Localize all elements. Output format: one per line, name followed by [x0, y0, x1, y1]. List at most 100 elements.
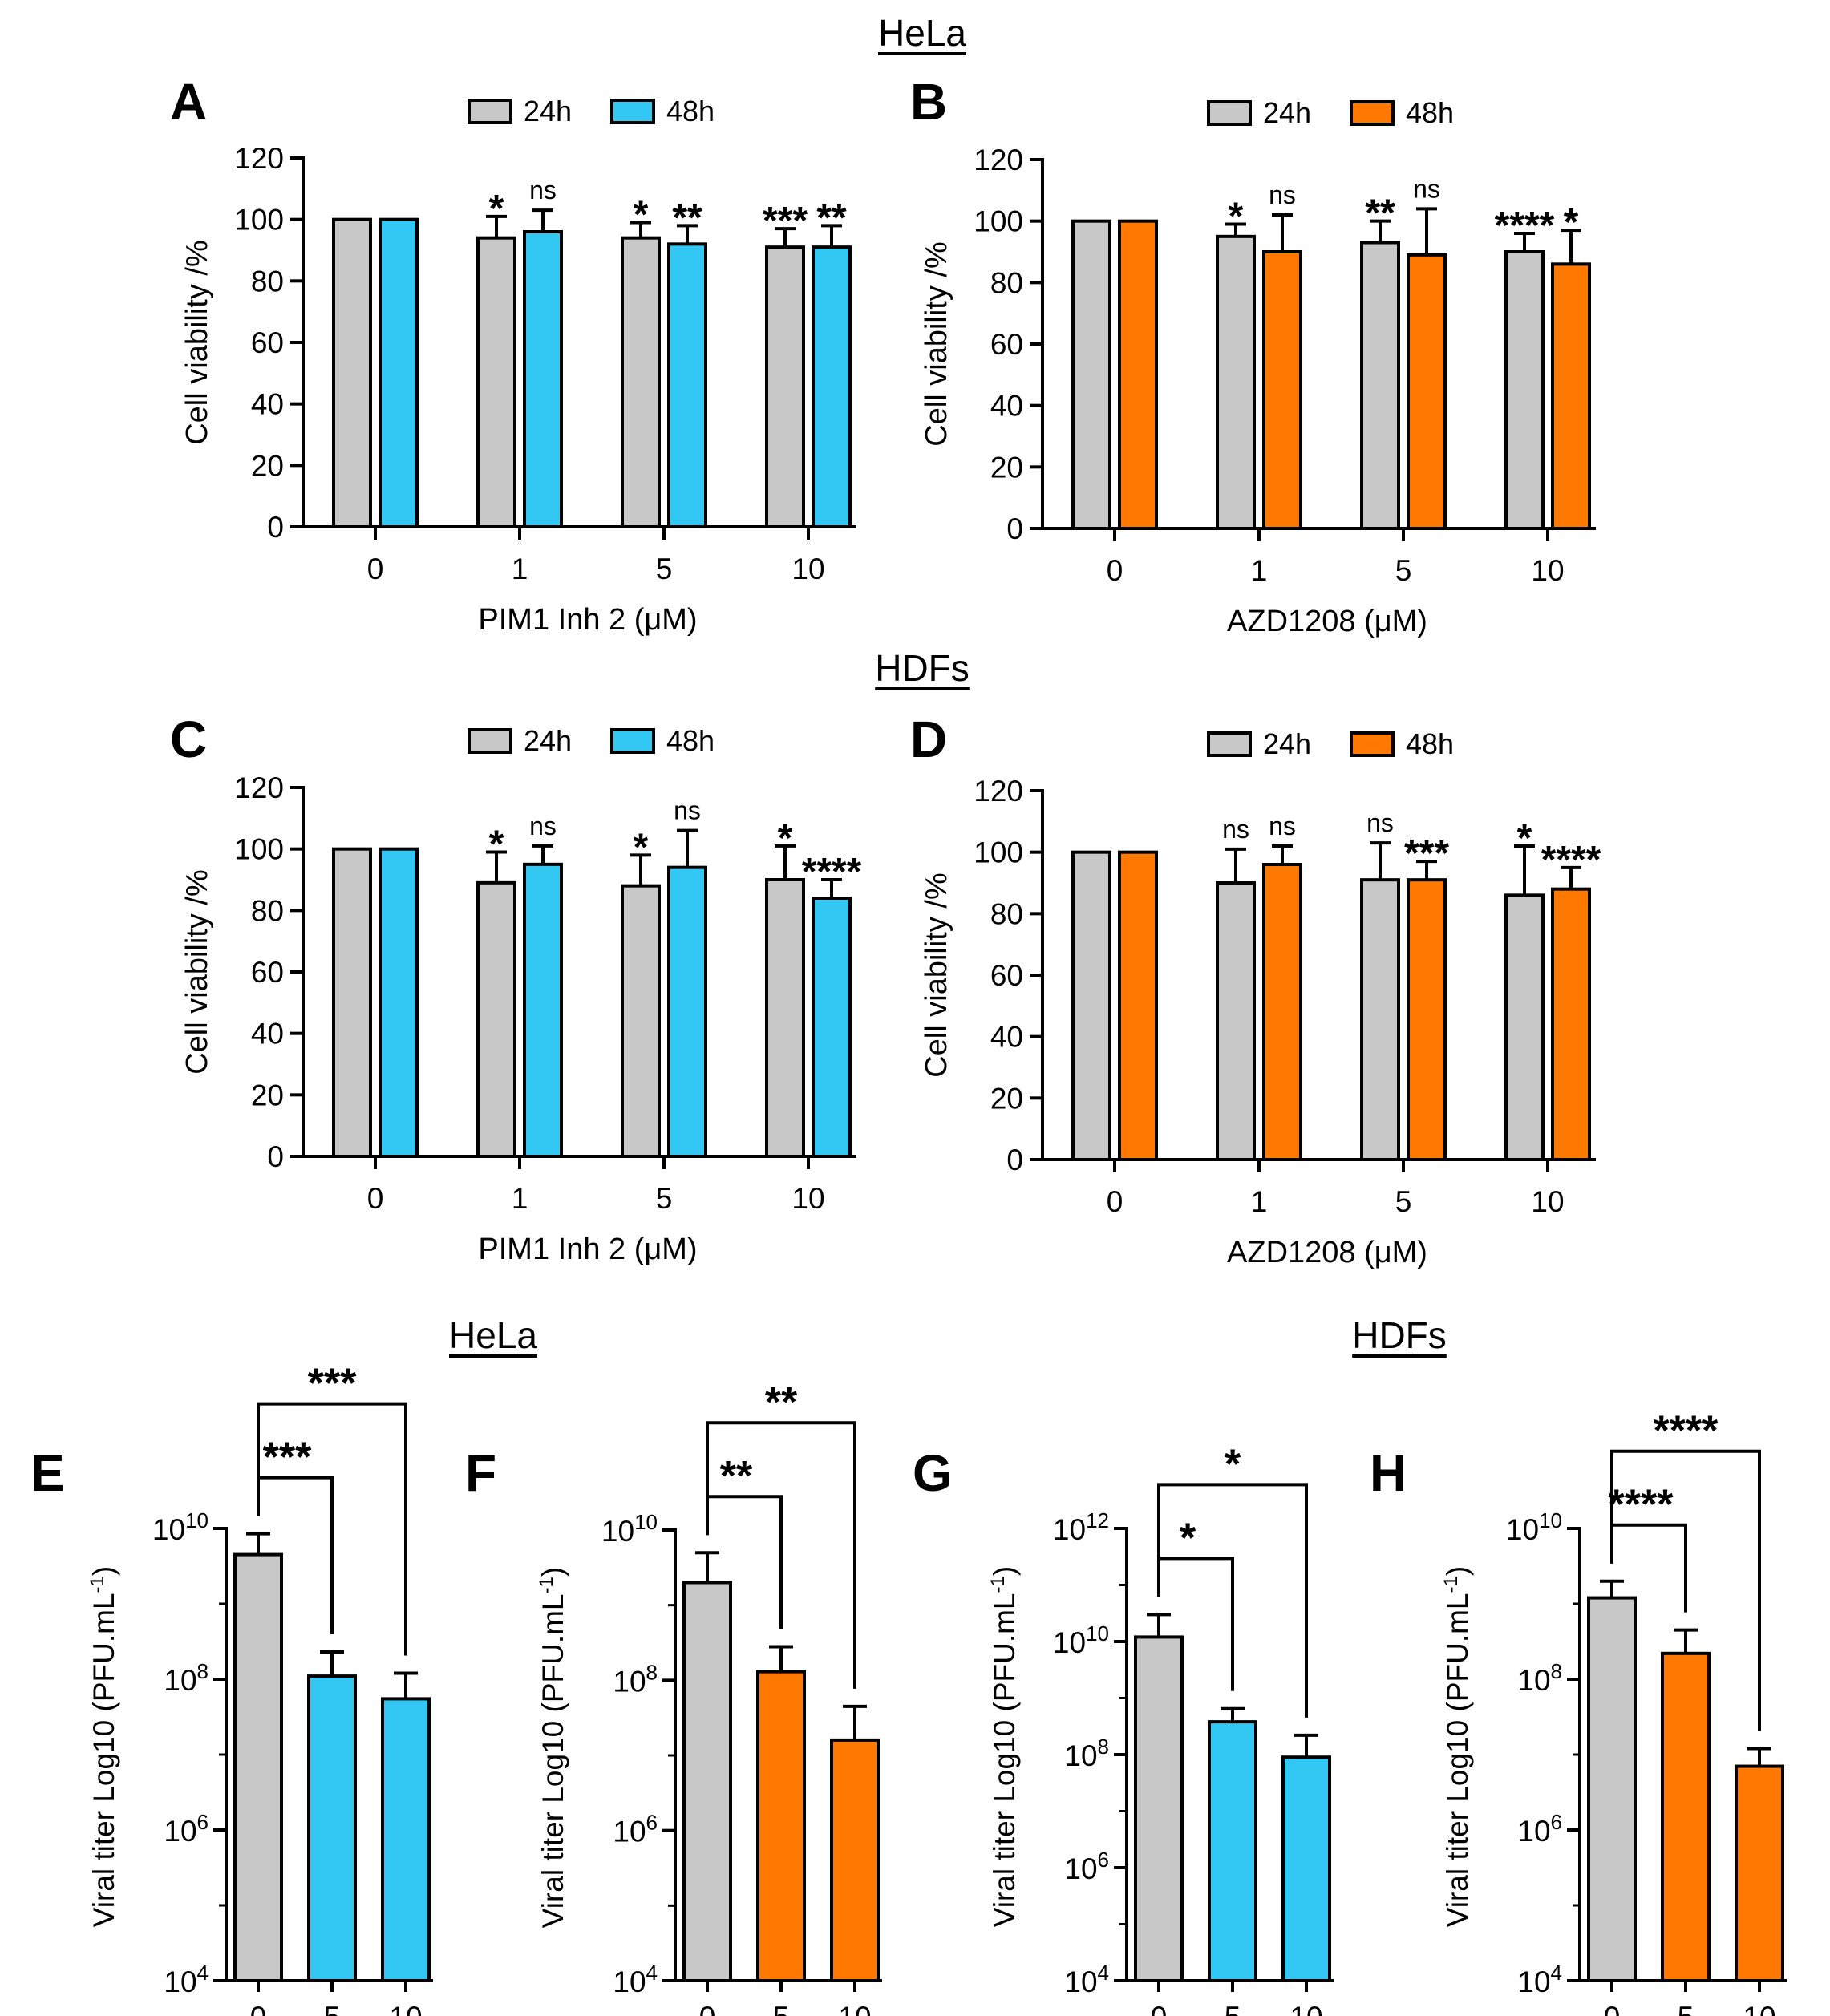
significance-label: ns — [529, 812, 557, 840]
x-tick-label: 1 — [512, 553, 528, 585]
y-tick-label: 20 — [990, 1082, 1023, 1115]
bar-48h-1 — [523, 862, 563, 1159]
y-tick-label: 20 — [251, 449, 284, 482]
significance-label: * — [1229, 196, 1244, 238]
significance-label: ns — [1269, 812, 1296, 840]
y-tick-label: 20 — [990, 451, 1023, 484]
x-tick-label: 10 — [1531, 554, 1564, 587]
section-title-bottom-hdfs: HDFs — [1352, 1314, 1447, 1356]
y-tick-label: 1010 — [152, 1508, 209, 1546]
significance-label: ** — [816, 196, 847, 239]
bar-48h-10 — [812, 245, 852, 528]
panel-letter-h: H — [1370, 1444, 1407, 1502]
y-tick-label: 80 — [990, 266, 1023, 299]
comparison-label: * — [1180, 1515, 1196, 1561]
y-tick-label: 60 — [251, 956, 284, 989]
bar-5 — [1661, 1651, 1711, 1982]
chart-c: 0 20 40 60 80 100 120 0 1 5 10 PIM1 Inh 2 (μM) Cell … — [180, 724, 862, 1266]
y-tick-label: 0 — [267, 1140, 284, 1173]
y-tick-label: 104 — [1064, 1961, 1109, 1998]
bar-48h-10 — [1551, 887, 1591, 1161]
comparison-label: **** — [1609, 1482, 1674, 1528]
bar-24h-5 — [621, 884, 661, 1158]
comparison-label: ** — [765, 1379, 798, 1426]
comparison-label: *** — [308, 1361, 357, 1407]
significance-label: **** — [1541, 839, 1601, 881]
y-tick-label: 1010 — [601, 1510, 658, 1548]
y-tick-label: 1010 — [1053, 1621, 1109, 1659]
y-tick-label: 104 — [613, 1961, 658, 1998]
chart-h: 10410610810100510AZD1208 (μM)Viral titer… — [1440, 1408, 1787, 2016]
y-tick-label: 1012 — [1053, 1508, 1109, 1546]
x-tick-label: 5 — [324, 2001, 341, 2016]
y-tick-label: 106 — [1064, 1848, 1109, 1885]
bar-24h-1 — [1216, 234, 1256, 530]
x-axis-label: PIM1 Inh 2 (μM) — [478, 603, 697, 637]
panel-letter-e: E — [30, 1444, 65, 1502]
bar-24h-10 — [765, 878, 805, 1158]
y-tick-label: 104 — [1517, 1961, 1562, 1998]
legend-label-24h: 24h — [524, 724, 572, 757]
significance-label: ** — [672, 196, 702, 239]
significance-label: *** — [1404, 832, 1449, 875]
x-tick-label: 5 — [1395, 1185, 1412, 1218]
legend-label-48h: 48h — [666, 724, 715, 757]
chart-d: 0 20 40 60 80 100 120 0 1 5 10 AZD1208 (μM) Cell via… — [920, 727, 1601, 1269]
bar-48h-0 — [379, 217, 419, 528]
x-tick-label: 0 — [250, 2001, 267, 2016]
chart-a: 0 20 40 60 80 100 120 0 1 5 10 PIM1 Inh 2 (μM) Cell … — [180, 95, 856, 637]
bar-24h-1 — [476, 880, 516, 1159]
y-tick-label: 60 — [990, 959, 1023, 992]
legend-label-24h: 24h — [1263, 96, 1311, 129]
y-axis-label: Cell viability /% — [180, 240, 214, 445]
legend-label-48h: 48h — [1406, 727, 1454, 760]
significance-label: * — [489, 188, 504, 230]
bar-24h-10 — [765, 245, 805, 528]
bar-24h-0 — [332, 217, 372, 528]
y-tick-label: 120 — [234, 771, 284, 804]
y-tick-label: 40 — [251, 388, 284, 421]
bar-24h-10 — [1504, 250, 1545, 530]
significance-label: **** — [1495, 204, 1555, 247]
chart-g: 104106108101010120510PIM1 Inh 2 (μM)Vira… — [987, 1441, 1334, 2016]
significance-label: ** — [1365, 192, 1395, 235]
bar-24h-5 — [621, 236, 661, 528]
comparison-bracket — [1610, 1449, 1761, 1731]
comparison-label: * — [1225, 1441, 1241, 1488]
bar-5 — [307, 1674, 357, 1983]
bar-48h-0 — [1118, 219, 1158, 530]
x-tick-label: 5 — [1395, 554, 1412, 587]
bar-24h-10 — [1504, 893, 1545, 1162]
x-tick-label: 10 — [792, 553, 824, 585]
comparison-bracket — [257, 1402, 407, 1656]
bar-48h-0 — [379, 847, 419, 1158]
section-title-top-hdfs: HDFs — [875, 647, 970, 689]
significance-label: * — [778, 817, 793, 860]
y-tick-label: 106 — [1517, 1810, 1562, 1848]
x-tick-label: 10 — [1290, 2001, 1322, 2016]
y-tick-label: 0 — [267, 511, 284, 544]
x-tick-label: 10 — [1743, 2001, 1775, 2016]
legend-swatch-24h — [1207, 731, 1252, 757]
significance-label: * — [489, 824, 504, 866]
bar-10 — [1281, 1755, 1331, 1982]
bar-24h-5 — [1360, 878, 1400, 1161]
y-axis-label: Viral titer Log10 (PFU.mL-1) — [987, 1566, 1022, 1927]
bar-5 — [1208, 1720, 1257, 1982]
legend-label-48h: 48h — [1406, 96, 1454, 129]
x-axis-label: PIM1 Inh 2 (μM) — [478, 1233, 697, 1266]
comparison-label: **** — [1654, 1408, 1719, 1455]
comparison-bracket — [706, 1421, 856, 1689]
y-tick-label: 80 — [251, 894, 284, 927]
x-tick-label: 0 — [1604, 2001, 1621, 2016]
bar-24h-1 — [476, 236, 516, 528]
legend-swatch-24h — [1207, 100, 1252, 126]
y-tick-label: 100 — [974, 836, 1023, 869]
y-tick-label: 80 — [990, 897, 1023, 930]
bar-24h-0 — [1071, 219, 1111, 530]
bar-10 — [830, 1738, 880, 1983]
x-tick-label: 5 — [1225, 2001, 1241, 2016]
y-tick-label: 104 — [164, 1961, 209, 1998]
bar-24h-1 — [1216, 881, 1256, 1161]
bar-0 — [1587, 1596, 1637, 1983]
